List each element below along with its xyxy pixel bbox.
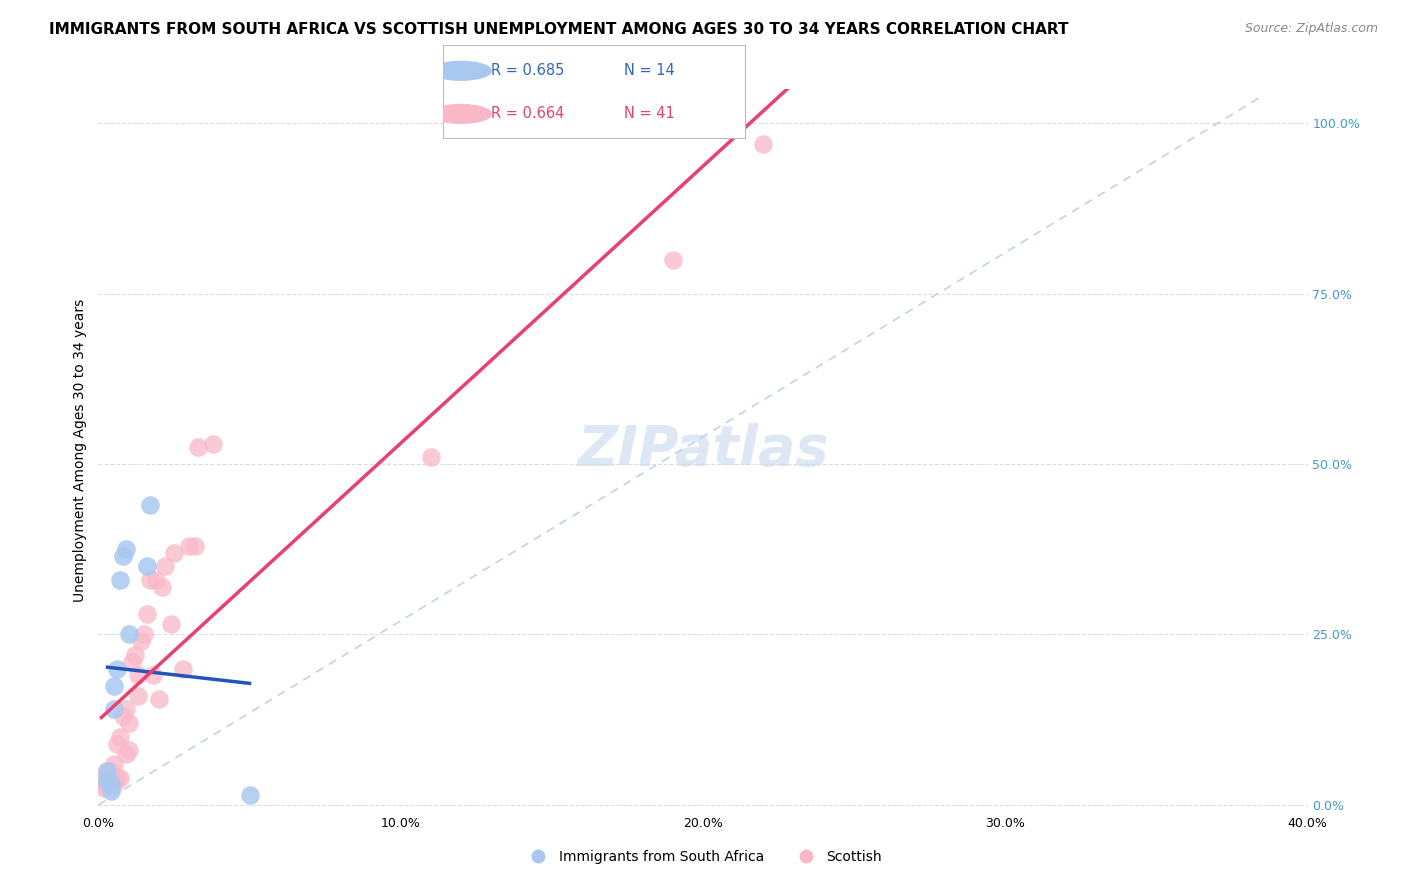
Text: R = 0.664: R = 0.664 xyxy=(491,106,565,121)
Point xyxy=(103,757,125,772)
Point xyxy=(145,573,167,587)
Legend: Immigrants from South Africa, Scottish: Immigrants from South Africa, Scottish xyxy=(519,845,887,870)
Point xyxy=(114,542,136,557)
Point xyxy=(100,784,122,798)
Point xyxy=(129,634,152,648)
Point xyxy=(752,136,775,151)
Point xyxy=(90,777,112,791)
Point xyxy=(202,436,225,450)
Circle shape xyxy=(430,104,491,123)
Text: N = 41: N = 41 xyxy=(624,106,675,121)
Point xyxy=(96,774,118,789)
Point xyxy=(103,679,125,693)
Point xyxy=(153,559,176,574)
Point xyxy=(105,737,128,751)
Y-axis label: Unemployment Among Ages 30 to 34 years: Unemployment Among Ages 30 to 34 years xyxy=(73,299,87,602)
Point xyxy=(148,692,170,706)
Text: ZIPatlas: ZIPatlas xyxy=(578,424,828,477)
Point xyxy=(150,580,173,594)
Point xyxy=(108,730,131,744)
Point xyxy=(124,648,146,662)
Point xyxy=(96,764,118,778)
Point xyxy=(420,450,443,465)
Text: R = 0.685: R = 0.685 xyxy=(491,63,565,78)
Point xyxy=(118,743,141,757)
Point xyxy=(661,252,683,267)
Text: Source: ZipAtlas.com: Source: ZipAtlas.com xyxy=(1244,22,1378,36)
Point xyxy=(121,655,143,669)
Point xyxy=(111,549,134,563)
Point xyxy=(135,559,157,574)
Point xyxy=(172,662,194,676)
Point xyxy=(118,716,141,731)
Point xyxy=(111,709,134,723)
Point xyxy=(118,627,141,641)
Point xyxy=(108,771,131,785)
Point xyxy=(142,668,165,682)
Point xyxy=(127,668,149,682)
Point xyxy=(96,777,118,791)
Circle shape xyxy=(430,62,491,80)
Point xyxy=(108,573,131,587)
Point xyxy=(139,573,162,587)
Point xyxy=(100,777,122,791)
Point xyxy=(160,617,183,632)
Point xyxy=(103,777,125,791)
Point xyxy=(184,539,207,553)
Point xyxy=(239,788,262,802)
Point xyxy=(114,747,136,761)
Point xyxy=(135,607,157,621)
Point xyxy=(132,627,155,641)
Point xyxy=(93,771,115,785)
Point xyxy=(187,440,209,454)
Point xyxy=(163,546,186,560)
Point xyxy=(114,702,136,716)
Point xyxy=(96,764,118,778)
Point xyxy=(103,702,125,716)
Point xyxy=(100,764,122,778)
Point xyxy=(127,689,149,703)
Point xyxy=(139,498,162,512)
Point xyxy=(105,662,128,676)
Text: IMMIGRANTS FROM SOUTH AFRICA VS SCOTTISH UNEMPLOYMENT AMONG AGES 30 TO 34 YEARS : IMMIGRANTS FROM SOUTH AFRICA VS SCOTTISH… xyxy=(49,22,1069,37)
Point xyxy=(105,771,128,785)
Point xyxy=(93,780,115,795)
Point xyxy=(100,771,122,785)
Text: N = 14: N = 14 xyxy=(624,63,675,78)
Point xyxy=(179,539,201,553)
